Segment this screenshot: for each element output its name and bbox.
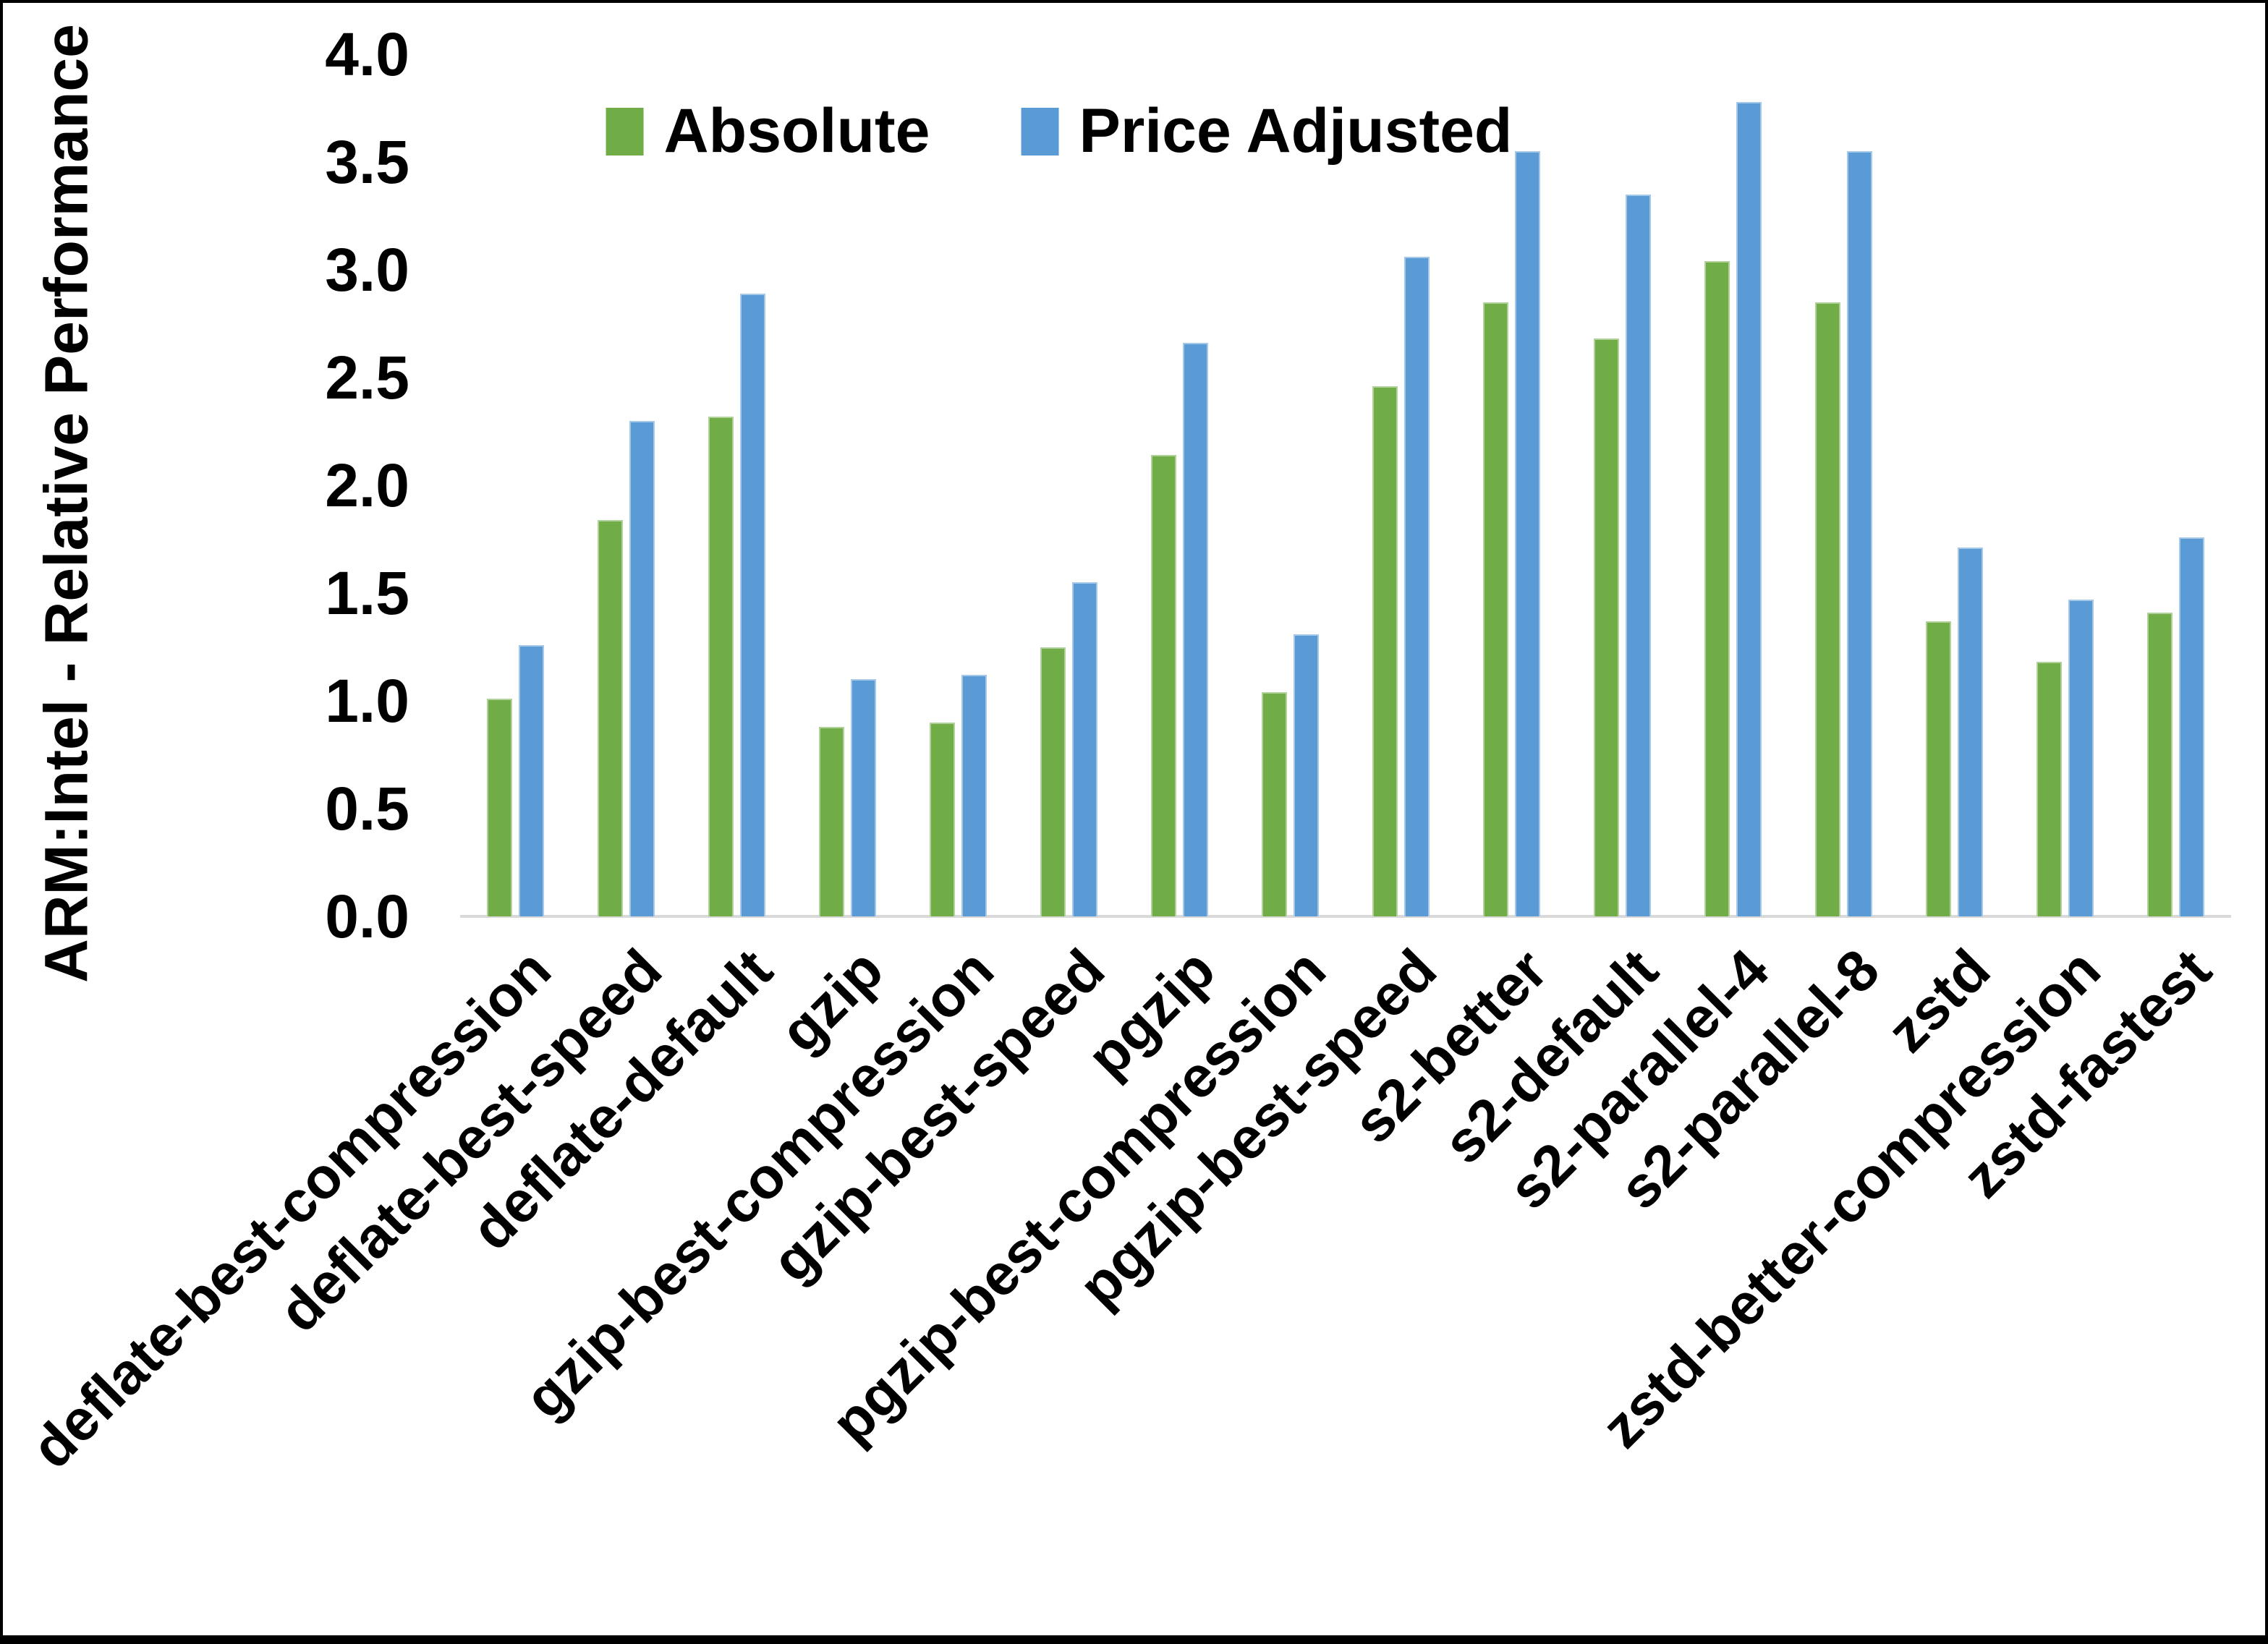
bar-price-adjusted-deflate-best-compression bbox=[519, 644, 544, 916]
bar-price-adjusted-zstd-fastest bbox=[2179, 537, 2204, 916]
bar-price-adjusted-deflate-default bbox=[740, 293, 765, 916]
bar-group bbox=[1594, 54, 1651, 916]
bar-absolute-s2-default bbox=[1594, 338, 1619, 916]
bar-absolute-zstd-fastest bbox=[2147, 612, 2173, 916]
bar-absolute-gzip bbox=[819, 726, 844, 916]
bar-group bbox=[708, 54, 765, 916]
y-tick-label: 3.5 bbox=[325, 128, 409, 196]
bar-price-adjusted-pgzip bbox=[1183, 343, 1208, 916]
bar-group bbox=[1151, 54, 1208, 916]
bar-absolute-s2-parallel-4 bbox=[1704, 261, 1730, 916]
y-tick-label: 2.0 bbox=[325, 451, 409, 519]
bar-absolute-deflate-best-speed bbox=[598, 519, 623, 916]
bar-group bbox=[598, 54, 655, 916]
bar-group bbox=[1704, 54, 1762, 916]
bar-group bbox=[1815, 54, 1872, 916]
y-tick-label: 4.0 bbox=[325, 20, 409, 88]
bar-absolute-s2-better bbox=[1483, 302, 1508, 916]
x-axis-line bbox=[460, 915, 2231, 918]
bar-price-adjusted-pgzip-best-compression bbox=[1294, 634, 1319, 916]
bar-group bbox=[930, 54, 987, 916]
legend-item-absolute: Absolute bbox=[606, 95, 930, 167]
legend-item-price-adjusted: Price Adjusted bbox=[1021, 95, 1512, 167]
bar-price-adjusted-s2-default bbox=[1626, 194, 1651, 916]
bar-price-adjusted-s2-parallel-4 bbox=[1736, 101, 1762, 916]
bar-group bbox=[487, 54, 544, 916]
bar-price-adjusted-zstd bbox=[1958, 548, 1983, 916]
bar-absolute-gzip-best-compression bbox=[930, 722, 955, 916]
legend-swatch-absolute-icon bbox=[606, 107, 644, 156]
bar-price-adjusted-s2-parallel-8 bbox=[1847, 151, 1872, 916]
bar-group bbox=[819, 54, 876, 916]
bar-price-adjusted-gzip bbox=[851, 679, 876, 916]
y-tick-label: 2.5 bbox=[325, 344, 409, 412]
bar-absolute-deflate-best-compression bbox=[487, 699, 512, 916]
bar-absolute-zstd-better-compression bbox=[2036, 662, 2062, 916]
bar-group bbox=[1262, 54, 1319, 916]
bar-absolute-deflate-default bbox=[708, 416, 734, 916]
bar-price-adjusted-zstd-better-compression bbox=[2068, 599, 2094, 916]
y-tick-label: 3.0 bbox=[325, 236, 409, 304]
bar-group bbox=[1372, 54, 1430, 916]
y-tick-label: 1.5 bbox=[325, 559, 409, 627]
bar-price-adjusted-pgzip-best-speed bbox=[1404, 257, 1430, 916]
bar-group bbox=[2036, 54, 2094, 916]
bar-absolute-pgzip-best-speed bbox=[1372, 386, 1398, 916]
bar-group bbox=[2147, 54, 2204, 916]
bar-price-adjusted-gzip-best-compression bbox=[961, 675, 987, 916]
bar-price-adjusted-deflate-best-speed bbox=[629, 420, 655, 916]
y-tick-label: 1.0 bbox=[325, 667, 409, 735]
legend-swatch-price-adjusted-icon bbox=[1021, 107, 1059, 156]
bar-absolute-pgzip bbox=[1151, 455, 1176, 916]
bar-absolute-pgzip-best-compression bbox=[1262, 692, 1287, 916]
legend-label-price-adjusted: Price Adjusted bbox=[1079, 96, 1513, 166]
y-tick-label: 0.5 bbox=[325, 775, 409, 843]
bar-absolute-gzip-best-speed bbox=[1040, 647, 1066, 916]
plot-area bbox=[460, 54, 2231, 916]
bar-price-adjusted-s2-better bbox=[1515, 151, 1540, 916]
legend: Absolute Price Adjusted bbox=[606, 95, 1512, 167]
bar-group bbox=[1483, 54, 1540, 916]
bar-absolute-s2-parallel-8 bbox=[1815, 302, 1840, 916]
bar-price-adjusted-gzip-best-speed bbox=[1072, 582, 1097, 916]
bar-absolute-zstd bbox=[1926, 621, 1951, 916]
legend-label-absolute: Absolute bbox=[663, 96, 930, 166]
bar-group bbox=[1040, 54, 1097, 916]
y-tick-label: 0.0 bbox=[325, 882, 409, 950]
bar-group bbox=[1926, 54, 1983, 916]
